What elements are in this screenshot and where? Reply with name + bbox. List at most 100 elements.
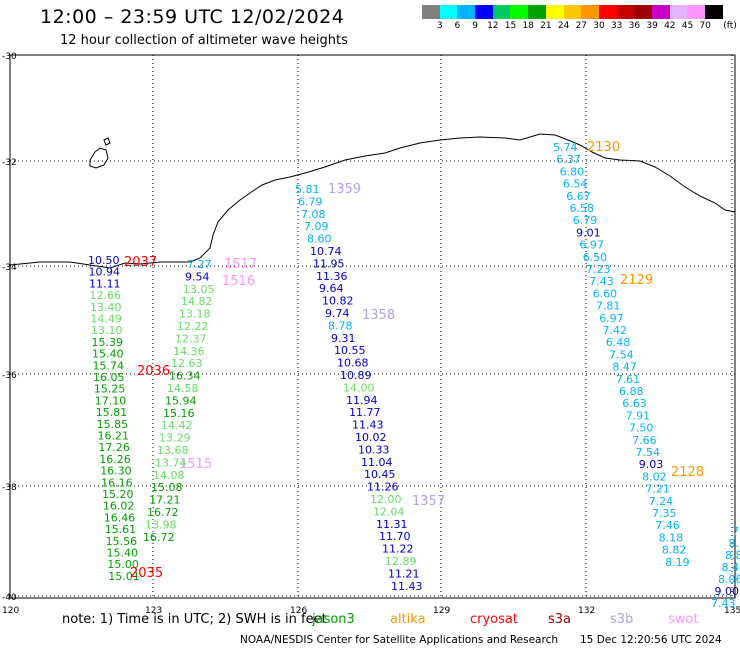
lat-tick-label: -34 [2, 263, 17, 273]
swh-value: 6.79 [298, 195, 323, 208]
swh-value: 16.16 [101, 476, 133, 489]
satellite-legend-altika: altika [390, 612, 426, 627]
swh-value: 7.23 [586, 263, 611, 276]
legend-swatch [492, 5, 511, 19]
swh-value: 10.94 [89, 266, 121, 279]
swh-value: 11.22 [382, 543, 414, 556]
legend-swatch [563, 5, 582, 19]
swh-value: 16.72 [147, 506, 179, 519]
swh-value: 7.21 [645, 483, 670, 496]
swh-value: 9.03 [639, 458, 664, 471]
lon-tick-label: 120 [2, 606, 19, 616]
swh-value: 11.95 [313, 257, 345, 270]
coastline [9, 133, 736, 269]
swh-value: 17.26 [98, 441, 129, 454]
swh-value: 15.39 [92, 336, 124, 349]
lon-tick-label: 135 [724, 606, 740, 616]
swh-value: 8.60 [307, 233, 332, 246]
legend-label: 9 [472, 21, 478, 31]
legend-swatch [616, 5, 635, 19]
swh-value: 11.04 [361, 456, 393, 469]
color-scale-legend [422, 5, 723, 19]
swh-value: 11.77 [349, 406, 381, 419]
swh-value: 13.74 [155, 456, 187, 469]
swh-value: 10.45 [364, 468, 396, 481]
pass-time-label: 2037 [124, 255, 157, 270]
swh-value: 6.63 [622, 397, 647, 410]
swh-value: 8.82 [662, 544, 687, 557]
swh-value: 16.02 [103, 500, 134, 513]
swh-value: 8.18 [659, 531, 684, 544]
legend-label: 3 [436, 21, 443, 31]
legend-label: 18 [522, 21, 534, 31]
satellite-legend-jason3: jason3 [312, 612, 355, 627]
swh-value: 15.40 [92, 348, 124, 361]
pass-time-label: 1517 [224, 257, 257, 272]
swh-value: 7.43 [589, 275, 614, 288]
swh-value: 15.16 [163, 407, 195, 420]
swh-value: 15.25 [94, 383, 126, 396]
swh-value: 7.66 [632, 434, 657, 447]
swh-value: 14.08 [153, 469, 185, 482]
swh-value: 8.5 [729, 537, 740, 550]
swh-value: 16.72 [143, 531, 175, 544]
swh-value: 6.60 [593, 287, 618, 300]
lat-tick-label: -36 [2, 371, 17, 381]
legend-label: 45 [681, 21, 694, 31]
swh-value: 15.81 [96, 406, 128, 419]
swh-value: 8.47 [612, 361, 637, 374]
lat-tick-label: -40 [2, 593, 17, 603]
pass-time-label: 1515 [179, 457, 212, 472]
swh-value: 7.24 [649, 495, 674, 508]
swh-value: 16.26 [99, 453, 131, 466]
swh-value: 7.91 [626, 409, 651, 422]
legend-label: 36 [628, 21, 641, 31]
swh-value: 6.54 [563, 178, 588, 191]
page-subtitle: 12 hour collection of altimeter wave hei… [60, 33, 348, 48]
swh-value: 15.00 [107, 558, 138, 571]
swh-value: 7.54 [609, 348, 634, 361]
legend-label: 39 [646, 21, 658, 31]
swh-value: 5.81 [295, 183, 320, 196]
swh-value: 8.02 [642, 470, 667, 483]
swh-value: 15.61 [105, 523, 137, 536]
swh-value: 14.36 [173, 345, 205, 358]
swh-value: 12.00 [370, 493, 402, 506]
swh-value: 9.01 [576, 226, 601, 239]
swh-value: 8.45 [722, 561, 740, 574]
swh-value: 16.46 [104, 511, 136, 524]
swh-value: 9.74 [325, 307, 350, 320]
swh-value: 9.54 [185, 270, 210, 283]
swh-value: 16.21 [98, 430, 130, 443]
swh-value: 16.05 [93, 371, 125, 384]
swh-value: 7.50 [629, 422, 654, 435]
swh-value: 11.31 [376, 518, 408, 531]
lon-tick-label: 129 [433, 606, 450, 616]
swh-value: 15.40 [107, 547, 139, 560]
swh-value: 8.8 [725, 549, 740, 562]
swh-value: 6.97 [579, 239, 604, 252]
swh-value: 6.37 [556, 153, 581, 166]
swh-value: 7.27 [187, 258, 212, 271]
swh-value: 13.18 [179, 308, 211, 321]
swh-value: 11.21 [388, 567, 420, 580]
swh-value: 15.08 [151, 481, 183, 494]
satellite-legend-s3b: s3b [610, 612, 634, 627]
swh-value: 14.00 [343, 381, 375, 394]
swh-value: 15.74 [93, 359, 125, 372]
swh-value: 13.98 [145, 518, 177, 531]
swh-value: 6.48 [606, 336, 631, 349]
lat-tick-label: -30 [2, 52, 17, 62]
legend-swatch [651, 5, 670, 19]
satellite-legend-s3a: s3a [548, 612, 572, 627]
swh-value: 13.29 [159, 432, 191, 445]
pass-time-label: 2129 [620, 273, 653, 288]
swh-value: 11.70 [379, 530, 411, 543]
swh-value: 9.31 [331, 332, 356, 345]
swh-value: 5.74 [553, 141, 578, 154]
legend-label: 33 [610, 21, 623, 31]
legend-swatch [669, 5, 688, 19]
pass-time-label: 1516 [222, 274, 255, 289]
satellite-legend-swot: swot [668, 612, 699, 627]
swh-value: 7.61 [616, 373, 641, 386]
